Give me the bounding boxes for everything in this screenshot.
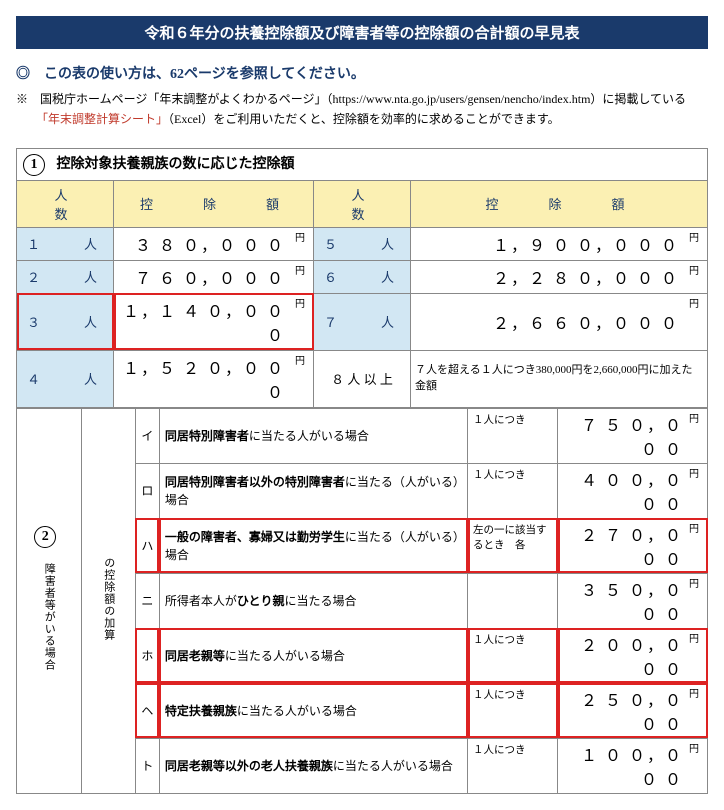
row-kana: ト — [135, 738, 159, 793]
row-amount: ７ ５ ０，０ ０ ０円 — [558, 408, 708, 463]
row-amount: １ ０ ０，０ ０ ０円 — [558, 738, 708, 793]
col-amount-r: 控 除 額 — [411, 180, 708, 227]
row-desc: 一般の障害者、寡婦又は勤労学生に当たる（人がいる）場合 — [159, 518, 467, 573]
sec2-marker: 2障害者等がいる場合 — [17, 408, 82, 793]
amount-cell: １，５ ２ ０，０ ０ ０円 — [114, 350, 314, 407]
people-cell: ２人 — [17, 260, 114, 293]
row-pre — [468, 573, 558, 628]
row-kana: ニ — [135, 573, 159, 628]
table-section-2: 2障害者等がいる場合の控除額の加算イ同居特別障害者に当たる人がいる場合１人につき… — [16, 408, 708, 794]
row-pre: １人につき — [468, 628, 558, 683]
amount-cell: ２，６ ６ ０，０ ０ ０円 — [411, 293, 708, 350]
people-cell: ５人 — [314, 227, 411, 260]
people-cell: ４人 — [17, 350, 114, 407]
row-pre: １人につき — [468, 463, 558, 518]
footnote: ※ 国税庁ホームページ「年末調整がよくわかるページ」（https://www.n… — [16, 89, 708, 130]
row-kana: イ — [135, 408, 159, 463]
amount-cell: ３ ８ ０，０ ０ ０円 — [114, 227, 314, 260]
amount-cell: １，９ ０ ０，０ ０ ０円 — [411, 227, 708, 260]
sec1-num: 1 — [23, 154, 45, 176]
note-prefix: ※ 国税庁ホームページ「年末調整がよくわかるページ」（https://www.n… — [16, 92, 686, 106]
people-cell: ３人 — [17, 293, 114, 350]
sec1-title: 控除対象扶養親族の数に応じた控除額 — [57, 157, 295, 172]
page-title: 令和６年分の扶養控除額及び障害者等の控除額の合計額の早見表 — [16, 16, 708, 49]
row-pre: １人につき — [468, 683, 558, 738]
sec2-vlabel: の控除額の加算 — [82, 408, 135, 793]
row-pre: １人につき — [468, 738, 558, 793]
row-pre: 左の一に該当するとき 各 — [468, 518, 558, 573]
row-amount: ２ ７ ０，０ ０ ０円 — [558, 518, 708, 573]
people-cell: ６人 — [314, 260, 411, 293]
row-desc: 同居老親等以外の老人扶養親族に当たる人がいる場合 — [159, 738, 467, 793]
people-cell: ７人 — [314, 293, 411, 350]
note-suffix: （Excel）をご利用いただくと、控除額を効率的に求めることができます。 — [168, 112, 560, 126]
row-amount: ２ ５ ０，０ ０ ０円 — [558, 683, 708, 738]
table-section-1: 1 控除対象扶養親族の数に応じた控除額 人 数 控 除 額 人 数 控 除 額 … — [16, 148, 708, 408]
row-desc: 同居特別障害者に当たる人がいる場合 — [159, 408, 467, 463]
people-cell: １人 — [17, 227, 114, 260]
row-kana: ハ — [135, 518, 159, 573]
amount-cell: ２，２ ８ ０，０ ０ ０円 — [411, 260, 708, 293]
amount-cell: ７人を超える１人につき380,000円を2,660,000円に加えた金額 — [411, 350, 708, 407]
col-amount-l: 控 除 額 — [114, 180, 314, 227]
row-kana: ヘ — [135, 683, 159, 738]
row-desc: 特定扶養親族に当たる人がいる場合 — [159, 683, 467, 738]
row-amount: ３ ５ ０，０ ０ ０円 — [558, 573, 708, 628]
amount-cell: ７ ６ ０，０ ０ ０円 — [114, 260, 314, 293]
row-desc: 同居特別障害者以外の特別障害者に当たる（人がいる）場合 — [159, 463, 467, 518]
row-pre: １人につき — [468, 408, 558, 463]
row-amount: ４ ０ ０，０ ０ ０円 — [558, 463, 708, 518]
row-kana: ホ — [135, 628, 159, 683]
sec1-header: 1 控除対象扶養親族の数に応じた控除額 — [17, 148, 708, 180]
people-cell: ８ 人 以 上 — [314, 350, 411, 407]
col-people-r: 人 数 — [314, 180, 411, 227]
amount-cell: １，１ ４ ０，０ ０ ０円 — [114, 293, 314, 350]
row-desc: 同居老親等に当たる人がいる場合 — [159, 628, 467, 683]
usage-note: ◎ この表の使い方は、62ページを参照してください。 — [16, 63, 708, 83]
row-desc: 所得者本人がひとり親に当たる場合 — [159, 573, 467, 628]
col-people-l: 人 数 — [17, 180, 114, 227]
row-amount: ２ ０ ０，０ ０ ０円 — [558, 628, 708, 683]
note-link: 「年末調整計算シート」 — [36, 112, 168, 126]
row-kana: ロ — [135, 463, 159, 518]
